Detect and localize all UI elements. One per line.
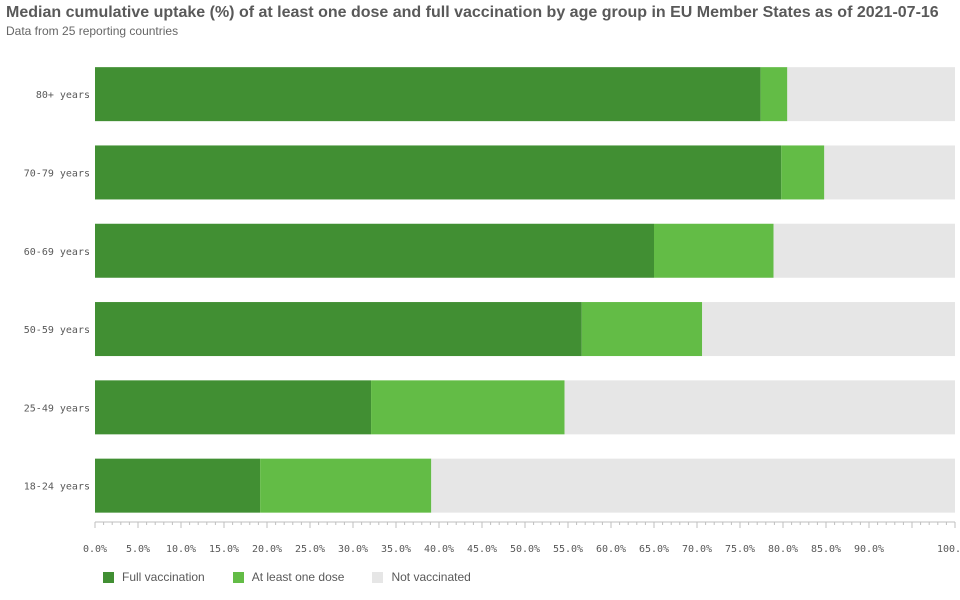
x-tick-label: 85.0%	[811, 544, 841, 555]
bar-full-vaccination-18-24-years	[95, 458, 261, 513]
bar-full-vaccination-80-years	[95, 67, 761, 122]
category-labels: 80+ years 70-79 years 60-69 years 50-59 yea…	[24, 90, 90, 493]
category-label: 70-79 years	[24, 168, 90, 179]
legend: Full vaccination At least one dose Not vac…	[103, 570, 471, 584]
x-tick-label: 100.0%	[937, 544, 960, 555]
legend-item-at-least-one-dose[interactable]: At least one dose	[232, 570, 345, 584]
bar-not-vaccinated-70-79-years	[824, 145, 955, 200]
bar-full-vaccination-50-59-years	[95, 302, 582, 357]
x-tick-label: 25.0%	[295, 544, 325, 555]
x-tick-label: 75.0%	[725, 544, 755, 555]
legend-swatch	[103, 571, 114, 583]
x-tick-label: 15.0%	[209, 544, 239, 555]
x-tick-label: 45.0%	[467, 544, 497, 555]
bar-at-least-one-dose-25-49-years	[371, 380, 565, 435]
bar-not-vaccinated-25-49-years	[564, 380, 955, 435]
x-tick-label: 10.0%	[166, 544, 196, 555]
legend-item-full-vaccination[interactable]: Full vaccination	[103, 570, 205, 584]
x-tick-label: 90.0%	[854, 544, 884, 555]
legend-swatch	[232, 571, 244, 583]
bar-not-vaccinated-60-69-years	[773, 223, 955, 278]
bar-at-least-one-dose-80-years	[760, 67, 788, 122]
category-label: 25-49 years	[24, 403, 90, 414]
legend-swatch	[372, 571, 384, 583]
x-tick-label: 50.0%	[510, 544, 540, 555]
bar-full-vaccination-25-49-years	[95, 380, 372, 435]
bar-at-least-one-dose-18-24-years	[260, 458, 432, 513]
category-label: 18-24 years	[24, 482, 90, 493]
bar-full-vaccination-60-69-years	[95, 223, 654, 278]
bar-not-vaccinated-18-24-years	[431, 458, 955, 513]
x-tick-label: 40.0%	[424, 544, 454, 555]
x-tick-label: 35.0%	[381, 544, 411, 555]
legend-label: Not vaccinated	[391, 570, 471, 584]
x-tick-label: 70.0%	[682, 544, 712, 555]
chart-subtitle: Data from 25 reporting countries	[6, 24, 179, 38]
legend-item-not-vaccinated[interactable]: Not vaccinated	[372, 570, 471, 584]
bar-not-vaccinated-80-years	[787, 67, 955, 122]
category-label: 60-69 years	[24, 247, 90, 258]
bar-not-vaccinated-50-59-years	[702, 302, 955, 357]
x-tick-label: 80.0%	[768, 544, 798, 555]
x-tick-label: 60.0%	[596, 544, 626, 555]
bars-layer	[95, 67, 955, 513]
x-tick-label: 20.0%	[252, 544, 282, 555]
x-tick-label: 5.0%	[126, 544, 150, 555]
category-label: 80+ years	[36, 90, 90, 101]
legend-label: At least one dose	[251, 570, 345, 584]
bar-at-least-one-dose-70-79-years	[781, 145, 825, 200]
x-tick-label: 0.0%	[83, 544, 107, 555]
x-tick-label: 30.0%	[338, 544, 368, 555]
bar-at-least-one-dose-60-69-years	[654, 223, 774, 278]
category-label: 50-59 years	[24, 325, 90, 336]
bar-at-least-one-dose-50-59-years	[581, 302, 703, 357]
x-tick-label: 65.0%	[639, 544, 669, 555]
chart-title: Median cumulative uptake (%) of at least…	[6, 4, 939, 21]
bar-full-vaccination-70-79-years	[95, 145, 782, 200]
legend-label: Full vaccination	[122, 570, 205, 584]
x-tick-label: 55.0%	[553, 544, 583, 555]
x-axis: 0.0% 5.0% 10.0% 15.0% 20.0% 25.0% 30.0% 35.0% 40…	[83, 521, 960, 555]
